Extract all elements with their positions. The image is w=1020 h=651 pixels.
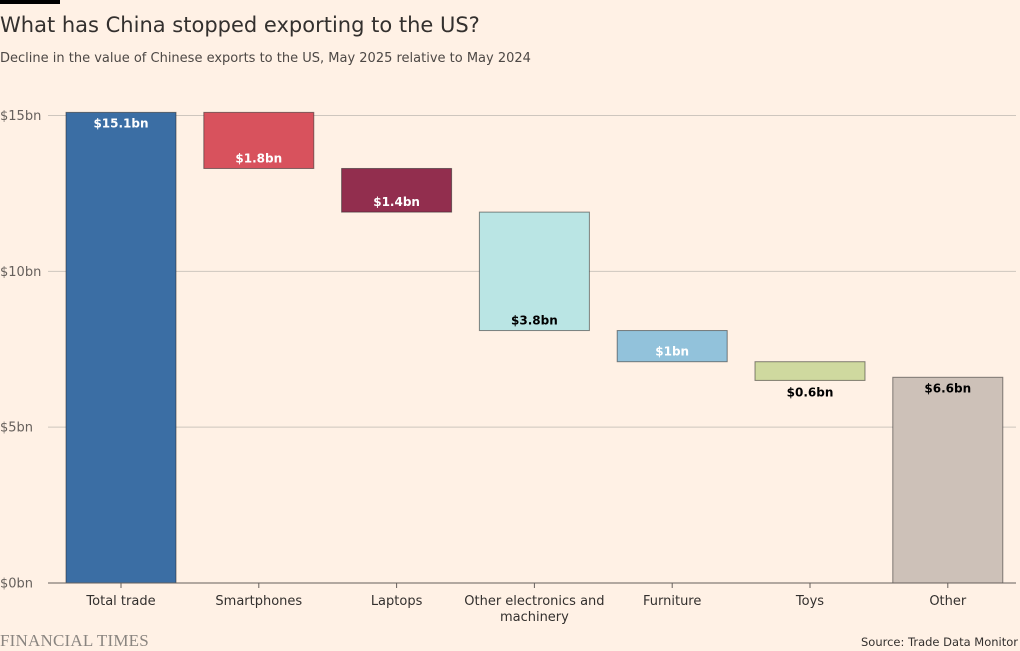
x-category-label: Laptops bbox=[371, 594, 423, 609]
brand-top-rule bbox=[0, 0, 60, 4]
x-category-label: machinery bbox=[500, 610, 569, 625]
bar-total bbox=[65, 111, 177, 584]
x-category-label: Other electronics and bbox=[464, 594, 604, 609]
bar-value-label: $1.8bn bbox=[235, 151, 282, 165]
bar-value-labels: $15.1bn $1.8bn $1.4bn $3.8bn $1bn $0.6bn $6.6b… bbox=[93, 116, 971, 399]
bar-value-label: $6.6bn bbox=[924, 381, 971, 395]
y-tick-label: $15bn bbox=[0, 109, 41, 124]
bar-step bbox=[478, 211, 590, 332]
y-tick-label: $5bn bbox=[0, 421, 33, 436]
chart-title: What has China stopped exporting to the … bbox=[0, 13, 480, 37]
y-tick-label: $10bn bbox=[0, 265, 41, 280]
y-axis-tick-labels: $0bn $5bn $10bn $15bn bbox=[0, 109, 41, 592]
x-category-label: Furniture bbox=[643, 594, 701, 609]
bar-step bbox=[341, 167, 453, 213]
bar-step bbox=[754, 361, 866, 381]
x-category-label: Other bbox=[929, 594, 967, 609]
x-axis: Total trade Smartphones Laptops Other elect… bbox=[48, 582, 1016, 625]
bars bbox=[65, 111, 1004, 584]
bar-total bbox=[892, 376, 1004, 584]
bar-step bbox=[203, 111, 315, 169]
bar-value-label: $15.1bn bbox=[93, 116, 148, 130]
bar-value-label: $0.6bn bbox=[787, 385, 834, 399]
ft-logo-wordmark: FINANCIAL TIMES bbox=[0, 631, 149, 650]
bar-step bbox=[616, 330, 728, 363]
y-tick-label: $0bn bbox=[0, 577, 33, 592]
x-category-label: Smartphones bbox=[215, 594, 302, 609]
bar-value-label: $3.8bn bbox=[511, 314, 558, 328]
bar-value-label: $1bn bbox=[655, 345, 689, 359]
x-category-label: Total trade bbox=[85, 594, 155, 609]
chart-subtitle: Decline in the value of Chinese exports … bbox=[0, 51, 531, 66]
x-category-label: Toys bbox=[795, 594, 824, 609]
source-note: Source: Trade Data Monitor bbox=[861, 635, 1018, 649]
bar-value-label: $1.4bn bbox=[373, 195, 420, 209]
